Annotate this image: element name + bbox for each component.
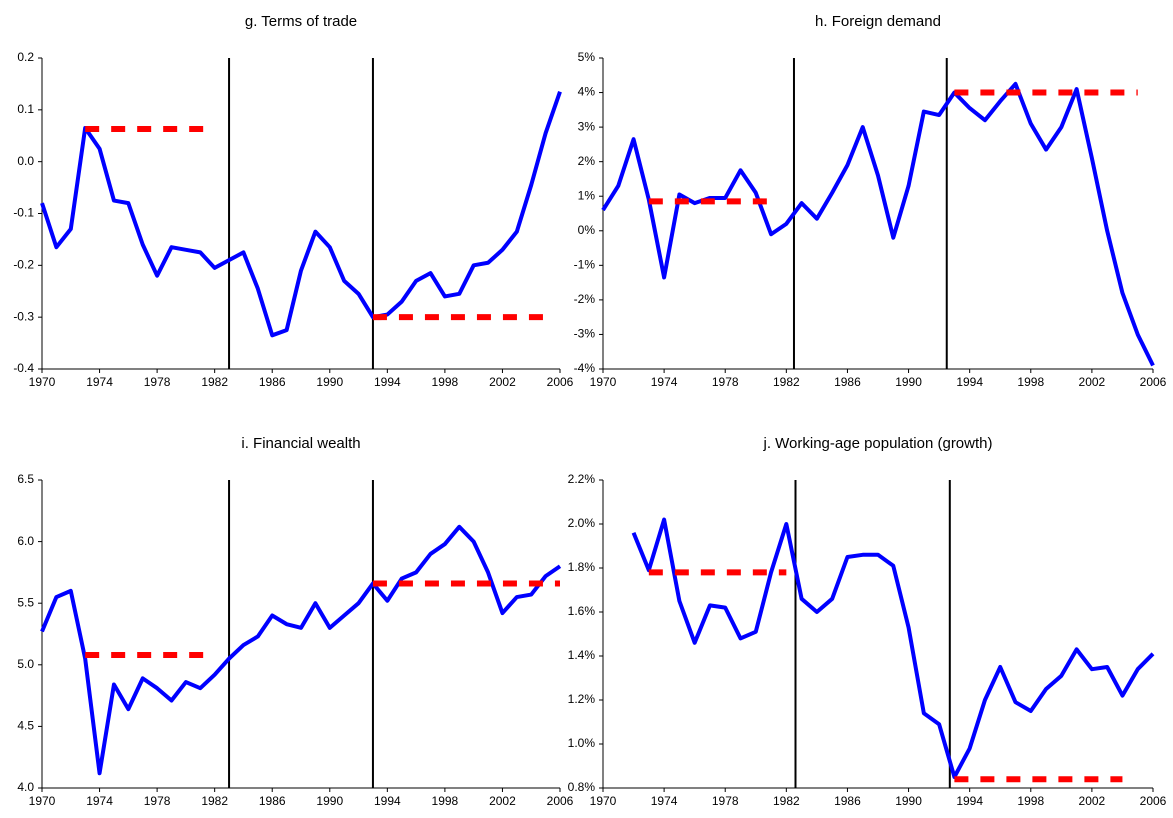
x-tick-label: 1986	[834, 794, 861, 808]
x-tick-label: 1970	[590, 794, 617, 808]
x-tick-label: 1986	[259, 794, 286, 808]
x-tick-label: 1982	[201, 794, 228, 808]
y-tick-label: -3%	[574, 327, 596, 341]
x-tick-label: 1978	[144, 794, 171, 808]
x-tick-label: 2002	[489, 794, 516, 808]
y-tick-label: 0.1	[17, 102, 34, 116]
x-tick-label: 1974	[651, 794, 678, 808]
y-tick-label: 6.5	[17, 472, 34, 486]
data-line	[631, 517, 1155, 779]
x-tick-label: 2006	[547, 375, 574, 389]
x-tick-label: 1974	[86, 794, 113, 808]
y-tick-label: -0.1	[13, 206, 34, 220]
x-tick-label: 1982	[773, 375, 800, 389]
y-tick-label: 2.0%	[568, 516, 596, 530]
y-tick-label: 5.0	[17, 657, 34, 671]
y-tick-label: 4.5	[17, 719, 34, 733]
x-tick-label: 1994	[374, 794, 401, 808]
y-tick-label: -1%	[574, 258, 596, 272]
y-tick-label: 2%	[578, 154, 596, 168]
data-line	[40, 91, 562, 338]
x-tick-label: 1994	[956, 794, 983, 808]
y-tick-label: 0%	[578, 223, 596, 237]
x-tick-label: 1986	[259, 375, 286, 389]
chart-title: j. Working-age population (growth)	[762, 435, 992, 452]
y-tick-label: 6.0	[17, 534, 34, 548]
y-tick-label: 4.0	[17, 780, 34, 794]
x-tick-label: 2006	[547, 794, 574, 808]
y-tick-label: -4%	[574, 361, 596, 375]
y-tick-label: 0.2	[17, 50, 34, 64]
x-tick-label: 2002	[489, 375, 516, 389]
x-tick-label: 2006	[1140, 794, 1167, 808]
y-tick-label: 1%	[578, 188, 596, 202]
x-tick-label: 1998	[432, 375, 459, 389]
y-tick-label: 1.4%	[568, 648, 596, 662]
x-tick-label: 1990	[316, 794, 343, 808]
x-tick-label: 1970	[29, 794, 56, 808]
x-tick-label: 2002	[1079, 375, 1106, 389]
x-tick-label: 1990	[316, 375, 343, 389]
y-tick-label: 5.5	[17, 595, 34, 609]
x-tick-label: 1994	[374, 375, 401, 389]
y-tick-label: 1.2%	[568, 692, 596, 706]
x-tick-label: 1998	[1017, 375, 1044, 389]
x-tick-label: 1978	[712, 375, 739, 389]
chart-title: i. Financial wealth	[241, 435, 360, 452]
x-tick-label: 1974	[86, 375, 113, 389]
y-tick-label: 5%	[578, 50, 596, 64]
x-tick-label: 1982	[201, 375, 228, 389]
data-line	[601, 81, 1155, 367]
x-tick-label: 1990	[895, 375, 922, 389]
y-tick-label: -0.4	[13, 361, 34, 375]
x-tick-label: 1986	[834, 375, 861, 389]
x-tick-label: 1998	[1017, 794, 1044, 808]
x-tick-label: 1978	[712, 794, 739, 808]
y-tick-label: 1.6%	[568, 604, 596, 618]
y-tick-label: 4%	[578, 85, 596, 99]
y-tick-label: -2%	[574, 292, 596, 306]
x-tick-label: 1970	[590, 375, 617, 389]
chart-title: g. Terms of trade	[245, 13, 357, 30]
data-line	[40, 524, 562, 776]
x-tick-label: 1974	[651, 375, 678, 389]
y-tick-label: -0.2	[13, 258, 34, 272]
x-tick-label: 2002	[1079, 794, 1106, 808]
y-tick-label: 1.0%	[568, 736, 596, 750]
y-tick-label: 3%	[578, 119, 596, 133]
chart-title: h. Foreign demand	[815, 13, 941, 30]
y-tick-label: 2.2%	[568, 472, 596, 486]
y-tick-label: -0.3	[13, 309, 34, 323]
y-tick-label: 1.8%	[568, 560, 596, 574]
x-tick-label: 1990	[895, 794, 922, 808]
x-tick-label: 1970	[29, 375, 56, 389]
x-tick-label: 1982	[773, 794, 800, 808]
x-tick-label: 1998	[432, 794, 459, 808]
x-tick-label: 1994	[956, 375, 983, 389]
y-tick-label: 0.8%	[568, 780, 596, 794]
y-tick-label: 0.0	[17, 154, 34, 168]
x-tick-label: 2006	[1140, 375, 1167, 389]
x-tick-label: 1978	[144, 375, 171, 389]
